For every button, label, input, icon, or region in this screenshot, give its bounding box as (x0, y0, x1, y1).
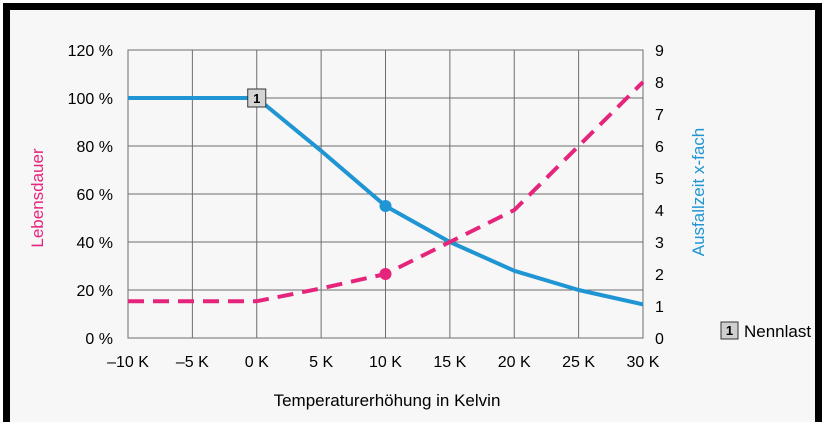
y-axis-right-label: Ausfallzeit x-fach (689, 128, 708, 257)
legend-label: Nennlast (744, 322, 811, 341)
y-right-tick-label: 4 (655, 203, 664, 220)
x-tick-label: 0 K (245, 354, 269, 371)
grid (127, 49, 644, 339)
y-right-tick-label: 7 (655, 107, 664, 124)
y-left-tick-label: 20 % (77, 283, 113, 300)
y-right-tick-label: 1 (655, 299, 664, 316)
y-right-tick-label: 8 (655, 75, 664, 92)
y-left-tick-label: 120 % (68, 43, 113, 60)
legend-badge-number: 1 (726, 323, 733, 338)
y-right-tick-label: 9 (655, 43, 664, 60)
y-right-tick-label: 0 (655, 331, 664, 348)
y-left-tick-label: 0 % (85, 331, 113, 348)
y-axis-left-ticks: 0 % 20 % 40 % 60 % 80 % 100 % 120 % (68, 43, 113, 348)
x-tick-label: 30 K (627, 354, 660, 371)
y-right-tick-label: 6 (655, 139, 664, 156)
x-tick-label: –5 K (176, 354, 209, 371)
annotation-badge-number: 1 (253, 91, 260, 106)
x-tick-label: 20 K (498, 354, 531, 371)
x-tick-label: 5 K (309, 354, 333, 371)
x-tick-label: 15 K (433, 354, 466, 371)
y-right-tick-label: 3 (655, 235, 664, 252)
marker-ausfallzeit (379, 268, 392, 280)
annotation-layer: 1 (247, 88, 267, 108)
y-axis-right-ticks: 0 1 2 3 4 5 6 7 8 9 (655, 43, 664, 348)
x-axis-ticks: –10 K –5 K 0 K 5 K 10 K 15 K 20 K 25 K 30 K (107, 354, 660, 371)
x-axis-label: Temperaturerhöhung in Kelvin (274, 391, 501, 410)
x-tick-label: –10 K (107, 354, 149, 371)
y-left-tick-label: 60 % (77, 187, 113, 204)
y-axis-left-label: Lebensdauer (28, 148, 47, 248)
y-left-tick-label: 100 % (68, 91, 113, 108)
x-tick-label: 25 K (562, 354, 595, 371)
y-right-tick-label: 2 (655, 267, 664, 284)
legend: 1 Nennlast (720, 321, 811, 341)
y-left-tick-label: 40 % (77, 235, 113, 252)
marker-lebensdauer (379, 200, 392, 212)
y-left-tick-label: 80 % (77, 139, 113, 156)
x-tick-label: 10 K (369, 354, 402, 371)
y-right-tick-label: 5 (655, 171, 664, 188)
